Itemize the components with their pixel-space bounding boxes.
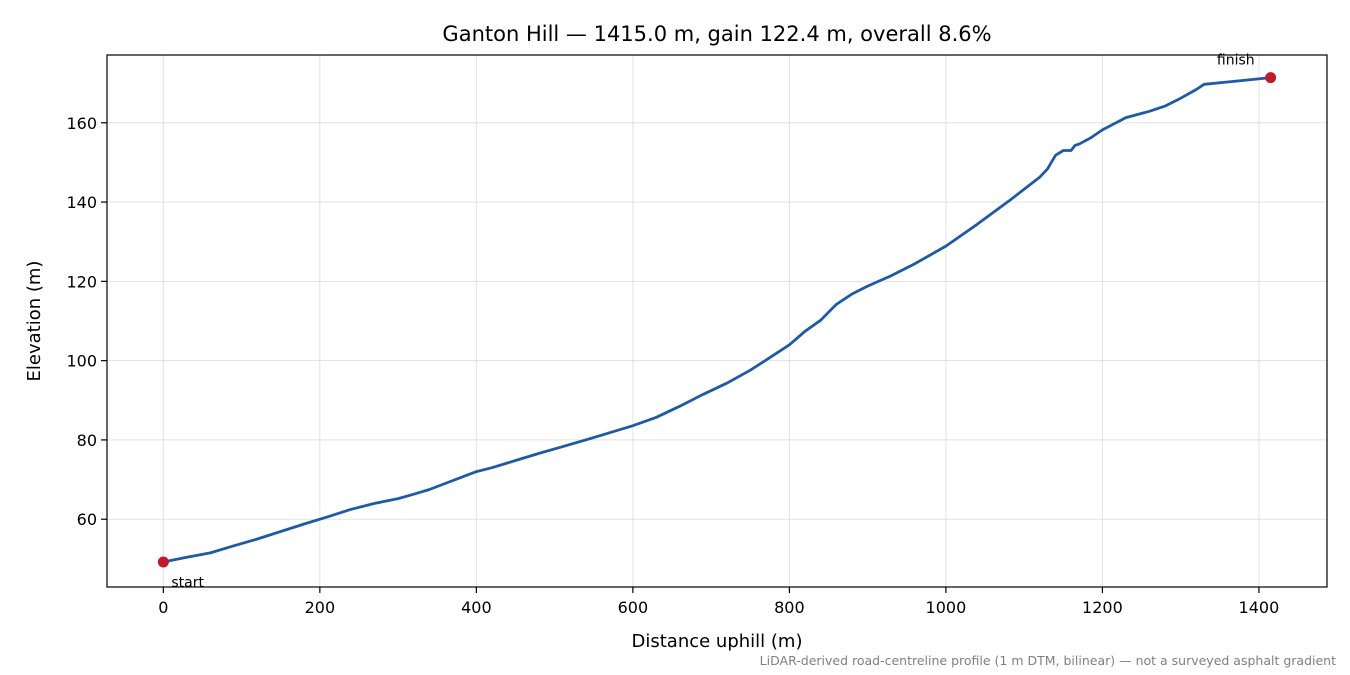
y-axis-label: Elevation (m) [24, 261, 45, 382]
endpoint-markers: start finish [157, 53, 1277, 591]
x-tick-label: 1000 [926, 598, 967, 617]
x-axis-label: Distance uphill (m) [632, 631, 803, 652]
y-tick-label: 60 [77, 510, 97, 529]
y-tick-label: 80 [77, 431, 97, 450]
y-tick-label: 100 [66, 352, 97, 371]
elevation-line [161, 76, 1273, 564]
y-tick-label: 160 [66, 114, 97, 133]
y-axis: 60 80 100 120 140 160 [66, 114, 107, 529]
plot-frame [106, 54, 1328, 588]
grid [107, 55, 1327, 587]
x-tick-label: 0 [158, 598, 168, 617]
y-tick-label: 140 [66, 193, 97, 212]
y-tick-label: 120 [66, 272, 97, 291]
marker-start [157, 556, 169, 568]
x-tick-label: 1400 [1239, 598, 1280, 617]
x-tick-label: 1200 [1082, 598, 1123, 617]
footnote: LiDAR-derived road-centreline profile (1… [760, 653, 1336, 668]
marker-label-start: start [171, 575, 204, 591]
marker-finish [1265, 72, 1277, 84]
x-axis: 0 200 400 600 800 1000 1200 1400 [158, 587, 1279, 617]
x-tick-label: 200 [305, 598, 336, 617]
x-tick-label: 600 [618, 598, 649, 617]
x-tick-label: 800 [774, 598, 805, 617]
x-tick-label: 400 [461, 598, 492, 617]
chart-title: Ganton Hill — 1415.0 m, gain 122.4 m, ov… [442, 22, 991, 46]
marker-label-finish: finish [1217, 53, 1255, 69]
